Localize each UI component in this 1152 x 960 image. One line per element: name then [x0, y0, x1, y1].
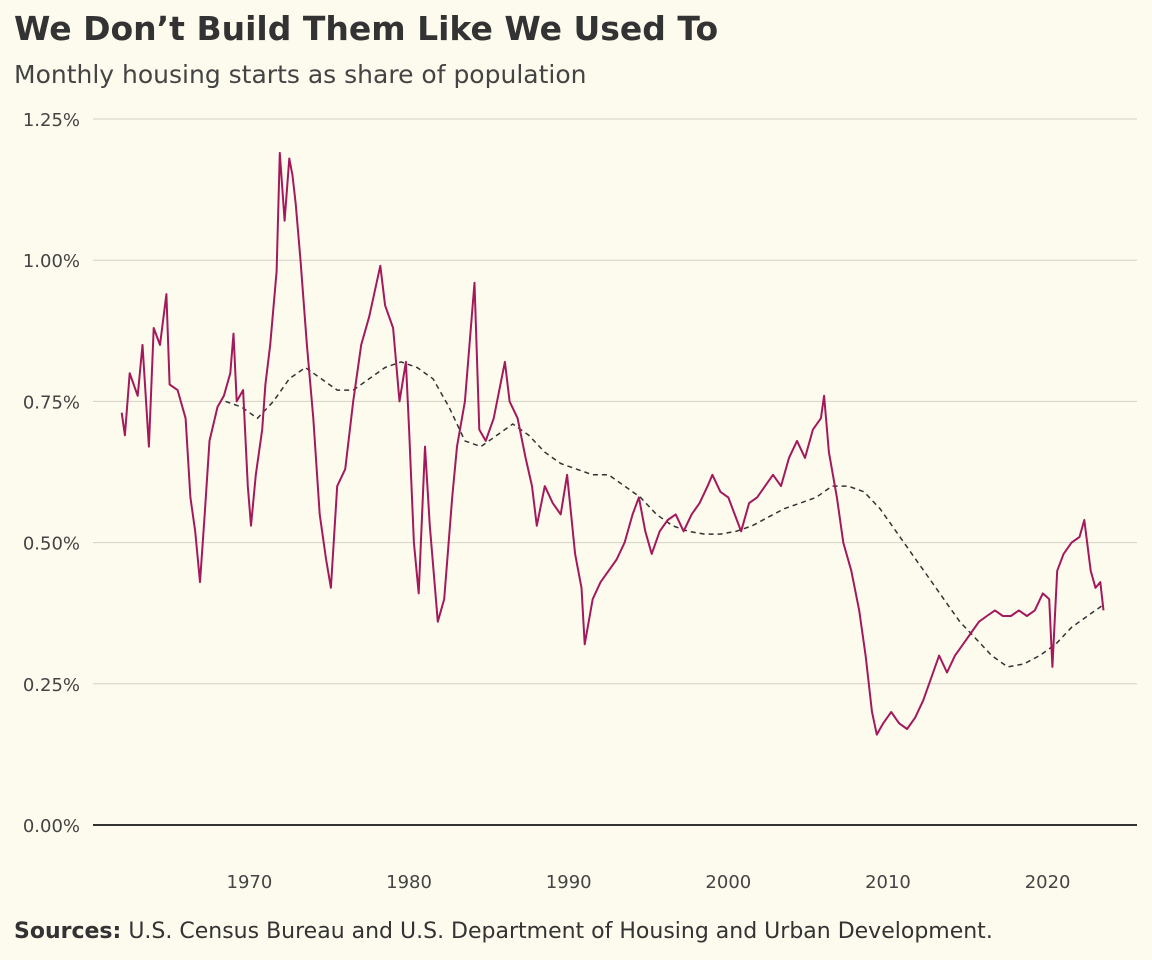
x-tick-label: 2010 [865, 872, 911, 893]
x-tick-label: 1970 [227, 872, 273, 893]
source-label: Sources: [14, 919, 121, 944]
chart-subtitle: Monthly housing starts as share of popul… [14, 60, 586, 89]
source-note: Sources: U.S. Census Bureau and U.S. Dep… [14, 919, 993, 944]
source-text: U.S. Census Bureau and U.S. Department o… [128, 919, 992, 944]
x-tick-label: 2000 [705, 872, 751, 893]
data-line [120, 151, 1105, 736]
y-tick-label: 1.25% [23, 110, 80, 131]
chart-title: We Don’t Build Them Like We Used To [14, 9, 718, 48]
y-tick-label: 0.25% [23, 675, 80, 696]
y-tick-label: 1.00% [23, 251, 80, 272]
y-tick-label: 0.00% [23, 816, 80, 837]
y-tick-label: 0.50% [23, 534, 80, 555]
x-tick-label: 1980 [386, 872, 432, 893]
x-tick-label: 1990 [546, 872, 592, 893]
y-tick-label: 0.75% [23, 392, 80, 413]
trend-line [225, 361, 1104, 668]
x-tick-label: 2020 [1025, 872, 1071, 893]
